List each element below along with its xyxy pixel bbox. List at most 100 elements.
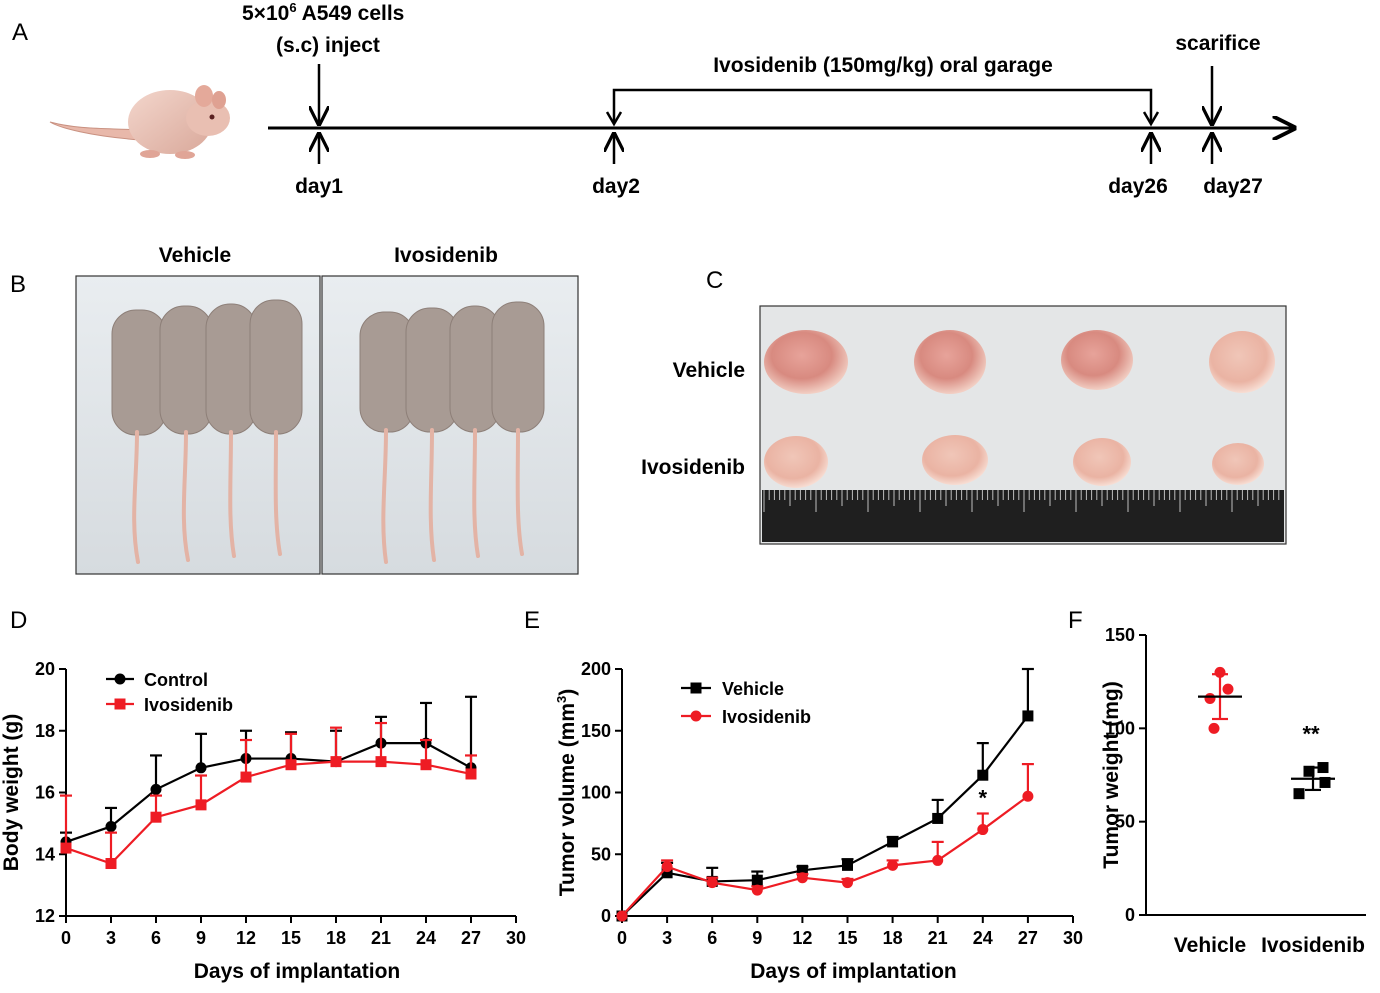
significance-asterisk: * — [979, 785, 988, 810]
inject-label-line2: (s.c) inject — [276, 34, 380, 57]
y-axis-label: Body weight (g) — [0, 714, 23, 871]
x-tick-label: 21 — [928, 928, 948, 948]
series-line — [621, 715, 1029, 917]
x-tick-label: 0 — [617, 928, 627, 948]
data-point — [796, 872, 808, 884]
y-tick-label: 150 — [1105, 625, 1135, 645]
data-point — [1222, 683, 1234, 695]
chart-tumor-volume: 0 50 100 150 200 0 3 6 9 12 15 18 21 24 27 30 Days of im… — [554, 659, 1083, 983]
data-point — [60, 842, 72, 854]
panel-c: C Vehicle Ivosidenib — [641, 267, 1287, 545]
x-tick-label: 3 — [662, 928, 672, 948]
group-ivosidenib — [1291, 762, 1335, 800]
legend-marker — [690, 682, 702, 694]
chart-body-weight: 12 14 16 18 20 0 3 6 9 12 15 18 21 24 27 30 Days of impl… — [0, 659, 526, 983]
day-label: day26 — [1108, 175, 1168, 198]
mice-group-ivosidenib — [359, 301, 545, 564]
y-tick-label: 14 — [35, 844, 55, 864]
panel-d: D 12 14 16 18 20 0 3 6 9 12 15 18 21 24 27 30 Days of im… — [0, 607, 526, 983]
data-point — [285, 759, 297, 771]
legend-label: Ivosidenib — [722, 707, 811, 727]
legend-marker — [114, 698, 126, 710]
data-point — [887, 859, 899, 871]
data-point — [842, 859, 853, 871]
data-point — [616, 910, 628, 922]
legend-label: Control — [144, 670, 208, 690]
data-point — [842, 877, 853, 889]
y-tick-label: 100 — [1105, 718, 1135, 738]
legend-label: Ivosidenib — [144, 695, 233, 715]
y-axis-label-sup: 3 — [554, 696, 569, 703]
data-point — [105, 820, 117, 832]
x-tick-label: 6 — [151, 928, 161, 948]
panel-b: B Vehicle Ivosidenib — [10, 244, 579, 575]
data-point — [932, 812, 944, 824]
y-tick-label: 100 — [581, 783, 611, 803]
photo-c-label-vehicle: Vehicle — [673, 359, 745, 382]
x-axis-label: Days of implantation — [194, 960, 401, 983]
y-axis-label: Tumor weight (mg) — [1100, 681, 1123, 868]
data-point — [195, 799, 207, 811]
x-tick-label: 21 — [371, 928, 391, 948]
data-point — [1319, 776, 1331, 788]
rat-illustration — [49, 85, 230, 159]
x-axis-label: Days of implantation — [750, 960, 957, 983]
y-tick-label: 50 — [1115, 812, 1135, 832]
data-point — [706, 877, 718, 889]
x-tick-label: 15 — [837, 928, 857, 948]
x-tick-label: 6 — [707, 928, 717, 948]
data-point — [661, 867, 673, 879]
data-point — [420, 759, 432, 771]
chart-tumor-weight: 0 50 100 150 Tumor weight (mg) Vehicle Ivoside… — [1100, 625, 1366, 957]
data-point — [977, 769, 989, 781]
legend-label: Vehicle — [722, 679, 784, 699]
series-control — [60, 695, 477, 848]
y-tick-label: 0 — [1125, 905, 1135, 925]
series-line — [65, 760, 472, 865]
data-point — [661, 861, 673, 873]
panel-label-e: E — [524, 607, 540, 634]
x-tick-label: 12 — [792, 928, 812, 948]
x-tick-label: 30 — [1063, 928, 1083, 948]
series-vehicle — [616, 667, 1034, 922]
tumors-vehicle — [764, 330, 1275, 394]
x-tick-label: 9 — [752, 928, 762, 948]
x-tick-label: 3 — [106, 928, 116, 948]
ruler — [762, 490, 1284, 542]
series-ivosidenib — [60, 721, 477, 870]
y-tick-label: 50 — [591, 844, 611, 864]
data-point — [1022, 710, 1034, 722]
data-point — [1208, 722, 1220, 734]
x-tick-label: 27 — [1018, 928, 1038, 948]
data-point — [1303, 765, 1315, 777]
panel-label-d: D — [10, 607, 27, 634]
data-point — [1214, 666, 1226, 678]
tumors-ivosidenib — [764, 435, 1264, 488]
legend-marker — [114, 673, 126, 685]
data-point — [150, 783, 162, 795]
photo-b-label-ivosidenib: Ivosidenib — [394, 244, 498, 267]
group-vehicle — [1198, 666, 1242, 734]
x-tick-label: 18 — [883, 928, 903, 948]
panel-label-a: A — [12, 19, 28, 46]
mice-group-vehicle — [111, 299, 303, 564]
treatment-bracket — [612, 88, 1153, 124]
x-tick-label: 15 — [281, 928, 301, 948]
y-tick-label: 18 — [35, 721, 55, 741]
data-point — [150, 811, 162, 823]
day-label: day1 — [295, 175, 343, 198]
data-point — [977, 824, 989, 836]
significance-asterisks: ** — [1302, 722, 1320, 747]
legend-marker — [690, 710, 702, 722]
x-tick-label: 12 — [236, 928, 256, 948]
data-point — [932, 854, 944, 866]
data-point — [751, 874, 763, 886]
y-tick-label: 20 — [35, 659, 55, 679]
y-tick-label: 0 — [601, 906, 611, 926]
panel-f: F 0 50 100 150 Tumor weight (mg) Vehicle Ivosi… — [1068, 607, 1366, 957]
y-axis-label-end: ) — [556, 689, 579, 696]
x-tick-label: 30 — [506, 928, 526, 948]
data-point — [330, 756, 342, 768]
photo-c-label-ivosidenib: Ivosidenib — [641, 456, 745, 479]
